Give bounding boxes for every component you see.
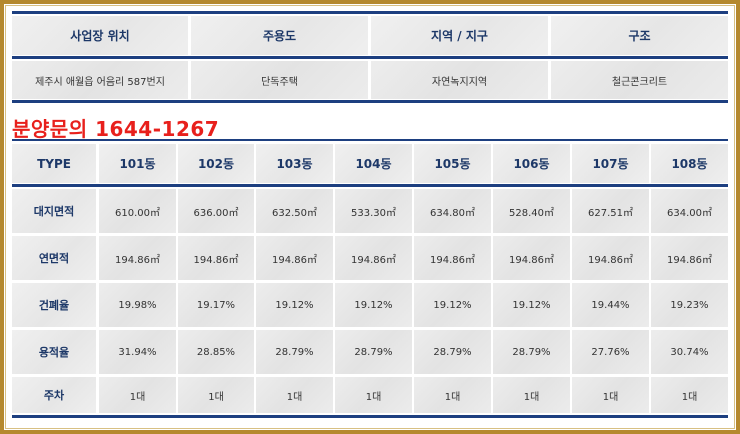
site-divider-bar [12, 56, 728, 59]
table-cell: 632.50㎡ [256, 189, 333, 233]
table-cell: 194.86㎡ [493, 236, 570, 280]
table-cell: 19.23% [651, 283, 728, 327]
table-cell: 19.12% [414, 283, 491, 327]
table-cell: 194.86㎡ [256, 236, 333, 280]
table-cell: 19.12% [256, 283, 333, 327]
col-header-106: 106동 [493, 144, 570, 183]
site-header-structure: 구조 [551, 16, 728, 55]
table-cell: 1대 [572, 377, 649, 413]
site-bottom-bar [12, 100, 728, 103]
table-cell: 19.12% [335, 283, 412, 327]
table-cell: 28.85% [178, 330, 254, 374]
table-cell: 1대 [99, 377, 176, 413]
top-bar [12, 11, 728, 14]
row-label-parking: 주차 [12, 377, 96, 413]
table-cell: 1대 [414, 377, 491, 413]
site-value-use: 단독주택 [191, 61, 368, 99]
table-cell: 19.98% [99, 283, 176, 327]
table-cell: 528.40㎡ [493, 189, 570, 233]
table-cell: 194.86㎡ [414, 236, 491, 280]
spec-header-bar [12, 184, 728, 187]
table-cell: 194.86㎡ [99, 236, 176, 280]
table-cell: 194.86㎡ [572, 236, 649, 280]
table-cell: 636.00㎡ [178, 189, 254, 233]
row-label-land-area: 대지면적 [12, 189, 96, 233]
col-header-105: 105동 [414, 144, 491, 183]
table-cell: 634.80㎡ [414, 189, 491, 233]
contact-headline: 분양문의 1644-1267 [12, 116, 220, 141]
row-label-floor-area-ratio: 용적율 [12, 330, 96, 374]
table-cell: 19.44% [572, 283, 649, 327]
col-header-108: 108동 [651, 144, 728, 183]
table-cell: 1대 [651, 377, 728, 413]
col-header-104: 104동 [335, 144, 412, 183]
col-header-102: 102동 [178, 144, 254, 183]
table-cell: 1대 [256, 377, 333, 413]
table-cell: 19.17% [178, 283, 254, 327]
col-header-101: 101동 [99, 144, 176, 183]
table-cell: 627.51㎡ [572, 189, 649, 233]
table-cell: 1대 [335, 377, 412, 413]
site-value-location: 제주시 애월읍 어음리 587번지 [12, 61, 188, 99]
site-value-structure: 철근콘크리트 [551, 61, 728, 99]
site-value-zone: 자연녹지지역 [371, 61, 548, 99]
table-cell: 31.94% [99, 330, 176, 374]
table-cell: 194.86㎡ [178, 236, 254, 280]
table-cell: 194.86㎡ [651, 236, 728, 280]
headline-underline [12, 139, 728, 141]
table-cell: 30.74% [651, 330, 728, 374]
table-cell: 28.79% [414, 330, 491, 374]
table-cell: 634.00㎡ [651, 189, 728, 233]
col-header-107: 107동 [572, 144, 649, 183]
col-header-103: 103동 [256, 144, 333, 183]
site-header-use: 주용도 [191, 16, 368, 55]
table-cell: 19.12% [493, 283, 570, 327]
table-cell: 28.79% [256, 330, 333, 374]
table-cell: 1대 [178, 377, 254, 413]
spec-bottom-bar [12, 415, 728, 418]
table-cell: 28.79% [335, 330, 412, 374]
table-cell: 27.76% [572, 330, 649, 374]
site-header-location: 사업장 위치 [12, 16, 188, 55]
table-cell: 28.79% [493, 330, 570, 374]
row-label-coverage-ratio: 건폐율 [12, 283, 96, 327]
table-cell: 194.86㎡ [335, 236, 412, 280]
inner-frame [5, 5, 735, 429]
table-cell: 1대 [493, 377, 570, 413]
site-header-zone: 지역 / 지구 [371, 16, 548, 55]
type-label: TYPE [12, 144, 96, 183]
table-cell: 533.30㎡ [335, 189, 412, 233]
row-label-floor-area: 연면적 [12, 236, 96, 280]
table-cell: 610.00㎡ [99, 189, 176, 233]
